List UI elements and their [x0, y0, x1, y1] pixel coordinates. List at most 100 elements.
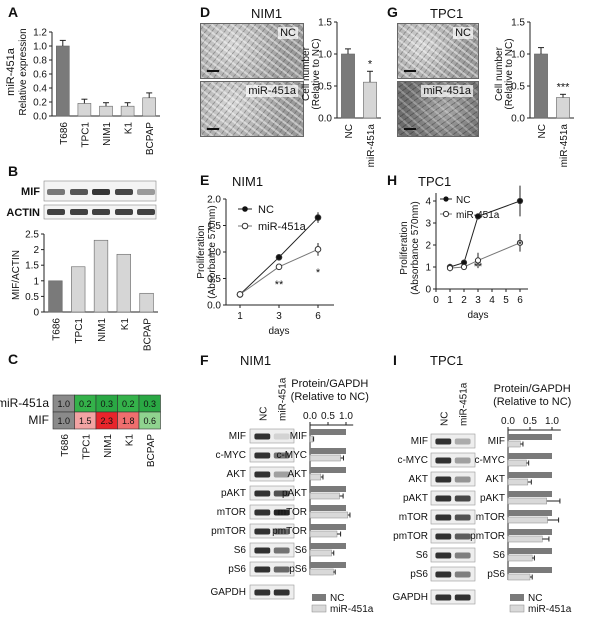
micrograph-label: NC: [453, 27, 473, 39]
panel-f-bar-mir: [309, 530, 338, 538]
panel-f-blot-label: pmTOR: [211, 526, 246, 537]
panel-b-y-tick-label: 2.5: [25, 230, 39, 241]
panel-i-bar-nc: [508, 491, 552, 497]
panel-h-ylabel-2: (Absorbance 570nm): [410, 201, 421, 294]
panel-f-blot-band: [254, 528, 271, 535]
panel-g-y-tick-label: 1.5: [511, 18, 525, 29]
panel-i-bar-mir: [507, 478, 529, 486]
micrograph-d-mir: miR-451a: [200, 81, 304, 137]
panel-h-point: [474, 257, 482, 264]
panel-label-a: A: [8, 4, 19, 20]
panel-e-significance: **: [275, 279, 284, 291]
blot-label-mif: MIF: [21, 186, 40, 198]
panel-h-point: [474, 213, 482, 220]
panel-e-significance: *: [316, 267, 321, 279]
panel-f-bar-label: S6: [295, 545, 308, 556]
panel-a-ylabel-2: Relative expression: [18, 28, 29, 115]
heatmap-col-label: NIM1: [103, 434, 114, 458]
panel-f-blot-band: [254, 589, 271, 596]
panel-h-ylabel: Proliferation: [399, 221, 410, 274]
panel-a-y-tick-label: 1.2: [33, 28, 47, 39]
panel-h-point: [460, 263, 468, 271]
micrograph-g-mir: miR-451a: [397, 81, 479, 137]
panel-i-legend-label: miR-451a: [528, 604, 572, 615]
panel-i-blot-label: MIF: [411, 436, 428, 447]
panel-i-blot-label: pAKT: [403, 493, 428, 504]
panel-h-x-tick-label: 6: [517, 295, 523, 306]
panel-i-bar-nc: [508, 529, 552, 535]
panel-f-blot-band: [254, 490, 271, 497]
micrograph-g-nc: NC: [397, 23, 479, 79]
panel-i-bar-nc: [508, 567, 552, 573]
panel-h-y-tick-label: 2: [425, 241, 431, 252]
panel-e-point: [275, 263, 283, 271]
panel-i-blot-label: GAPDH: [392, 592, 428, 603]
panel-label-d: D: [200, 4, 211, 20]
panel-e-ylabel: Proliferation: [196, 225, 207, 278]
panel-e-ylabel-2: (Absorbance 570nm): [207, 205, 218, 298]
panel-i-x-tick-label: 0.0: [501, 416, 515, 427]
panel-h-legend-marker: [442, 210, 450, 218]
panel-h-y-tick-label: 3: [425, 219, 431, 230]
panel-label-e: E: [200, 172, 210, 188]
panel-b-bar: [71, 266, 86, 313]
micrograph-label: miR-451a: [421, 85, 473, 97]
panel-i-bar-nc: [508, 453, 552, 459]
panel-i-lane-label: miR-451a: [459, 382, 470, 426]
blot-band-actin: [70, 209, 88, 215]
panel-f-bar-label: pAKT: [282, 488, 307, 499]
heatmap-col-label: T686: [60, 434, 71, 457]
panel-f-title: NIM1: [240, 353, 272, 368]
panel-g-ylabel: Cell number: [494, 46, 505, 101]
panel-b-y-tick-label: 2: [33, 245, 39, 256]
panel-f-blot-band: [254, 547, 271, 554]
panel-i-legend-swatch-nc: [510, 594, 524, 601]
heatmap-col-label: BCPAP: [146, 434, 157, 467]
panel-e-y-tick-label: 0.5: [207, 274, 221, 285]
panel-e-title: NIM1: [232, 174, 264, 189]
heatmap-cell: [138, 411, 161, 430]
panel-h-xlabel: days: [467, 310, 488, 321]
panel-f-x-tick-label: 1.0: [339, 411, 353, 422]
blot-band-mif: [115, 189, 133, 195]
panel-i-bar-label: MIF: [488, 436, 505, 447]
panel-h-title: TPC1: [418, 174, 452, 189]
scale-bar: [207, 128, 219, 130]
panel-f-blot-label: GAPDH: [210, 587, 246, 598]
panel-e-y-tick-label: 1.0: [207, 248, 221, 259]
panel-i-bar-nc: [508, 548, 552, 554]
blot-band-mif: [47, 189, 65, 195]
panel-f-bar-mir: [309, 454, 341, 462]
panel-e-y-tick-label: 2.0: [207, 195, 221, 206]
panel-f-blot-band: [273, 490, 290, 497]
panel-h-x-tick-label: 0: [433, 295, 439, 306]
panel-i-blot-band: [435, 571, 452, 578]
panel-f-blot-band: [273, 509, 290, 516]
panel-g-x-tick-label: miR-451a: [559, 124, 570, 168]
panel-f-bar-mir: [309, 511, 349, 519]
heatmap-cell-value: 0.2: [79, 399, 92, 409]
panel-b-x-tick-label: NIM1: [97, 318, 108, 342]
panel-h-significance: **: [474, 261, 483, 273]
panel-a-bar: [142, 97, 156, 117]
panel-f-bar-nc: [310, 524, 346, 530]
panel-i-bar-label: mTOR: [476, 512, 505, 523]
panel-h-x-tick-label: 3: [475, 295, 481, 306]
panel-f-bar-title: Protein/GAPDH: [291, 378, 368, 390]
panel-f-legend-swatch-mir: [311, 604, 327, 613]
panel-f-bar-title-2: (Relative to NC): [291, 391, 369, 403]
panel-label-b: B: [8, 163, 19, 179]
scale-bar: [404, 70, 416, 72]
panel-i-blot-band: [454, 514, 471, 521]
panel-i-title: TPC1: [430, 353, 464, 368]
panel-b-y-tick-label: 1.5: [25, 261, 39, 272]
panel-f-blot-label: mTOR: [217, 507, 246, 518]
panel-f-bar-mir: [309, 435, 314, 443]
panel-f-bar-nc: [310, 543, 346, 549]
panel-a-y-tick-label: 0.6: [33, 70, 47, 81]
panel-f-blot-band: [254, 566, 271, 573]
heatmap-cell-value: 2.3: [100, 416, 113, 426]
panel-i-blot-band: [454, 571, 471, 578]
panel-h-legend-label: miR-451a: [456, 210, 500, 221]
panel-f-bar-nc: [310, 448, 346, 454]
